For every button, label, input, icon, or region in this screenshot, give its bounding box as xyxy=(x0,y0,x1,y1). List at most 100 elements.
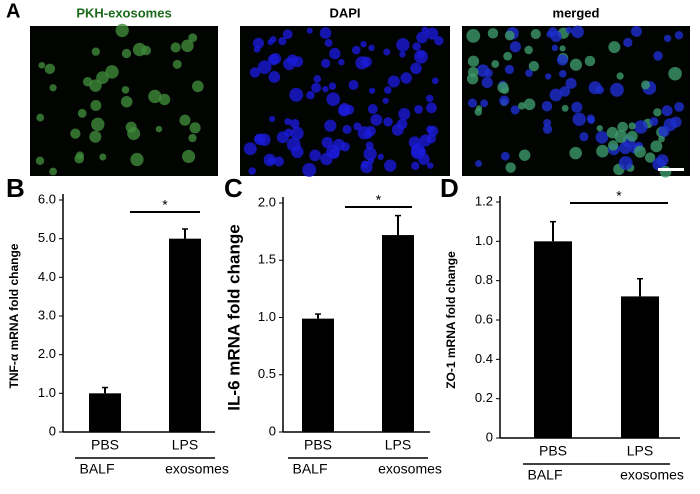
cell xyxy=(484,68,493,78)
cell xyxy=(76,151,84,160)
cell xyxy=(36,113,45,122)
cell xyxy=(257,60,272,74)
cell xyxy=(290,118,300,129)
bar xyxy=(382,235,414,432)
cell xyxy=(269,36,277,43)
cell xyxy=(105,65,119,79)
cell xyxy=(254,134,263,144)
cell xyxy=(631,25,642,37)
cell xyxy=(634,120,648,134)
y-axis-label: IL-6 mRNA fold change xyxy=(224,224,243,410)
cell xyxy=(509,41,521,53)
cell xyxy=(584,55,596,67)
cell xyxy=(368,44,375,52)
group-label: BALF xyxy=(79,461,114,477)
cell xyxy=(324,119,337,132)
cell xyxy=(370,113,383,126)
cell xyxy=(619,141,632,155)
cell xyxy=(551,44,559,52)
cell xyxy=(49,84,57,92)
y-tick-label: 4.0 xyxy=(38,269,56,284)
cell xyxy=(481,76,493,89)
cell xyxy=(545,73,552,80)
y-tick-label: 5.0 xyxy=(38,230,56,245)
cell xyxy=(623,37,633,48)
x-tick-label: LPS xyxy=(385,437,411,453)
y-tick-label: 1.0 xyxy=(475,233,493,248)
cell xyxy=(579,132,589,142)
cell xyxy=(596,125,603,132)
cell xyxy=(268,71,281,83)
cell xyxy=(607,140,619,151)
cell xyxy=(263,153,276,167)
cell xyxy=(466,29,481,43)
y-tick-label: 1.2 xyxy=(475,193,493,208)
cell xyxy=(38,61,46,69)
significance-mark: * xyxy=(376,192,382,208)
cell xyxy=(656,154,669,167)
cell xyxy=(653,51,663,61)
cell xyxy=(503,51,512,61)
cell xyxy=(188,33,198,43)
cell xyxy=(377,153,384,160)
y-tick-label: 0.8 xyxy=(475,272,493,287)
cell xyxy=(387,75,400,88)
cell xyxy=(399,51,406,58)
cell xyxy=(342,124,352,135)
y-tick-label: 2.0 xyxy=(38,346,56,361)
bar xyxy=(169,238,201,432)
cell xyxy=(661,105,673,117)
y-tick-label: 0 xyxy=(49,423,56,438)
cell xyxy=(273,156,284,167)
cell xyxy=(324,39,333,47)
cell xyxy=(606,126,619,139)
cell xyxy=(546,30,554,38)
y-tick-label: 1.0 xyxy=(258,309,276,324)
cell xyxy=(618,156,633,170)
panel-label: A xyxy=(6,0,20,22)
cell xyxy=(276,131,289,144)
x-tick-label: LPS xyxy=(172,437,198,453)
cell xyxy=(365,141,374,150)
cell xyxy=(497,81,509,94)
cell xyxy=(550,30,562,43)
y-tick-label: 0.6 xyxy=(475,311,493,326)
cell xyxy=(416,50,425,59)
cell xyxy=(361,56,372,68)
cell xyxy=(120,95,133,108)
panel-label: C xyxy=(224,173,243,203)
cell xyxy=(467,98,477,108)
group-label: BALF xyxy=(292,461,327,477)
cell xyxy=(396,38,410,52)
cell xyxy=(243,142,257,156)
significance-mark: * xyxy=(616,188,622,204)
cell xyxy=(130,152,144,167)
group-label: BALF xyxy=(527,467,562,483)
cell xyxy=(528,60,540,72)
cell xyxy=(321,58,331,68)
cell xyxy=(313,75,322,83)
cell xyxy=(558,70,567,78)
cell xyxy=(179,114,191,126)
cell xyxy=(559,86,571,97)
cell xyxy=(249,67,261,78)
cell xyxy=(674,101,685,112)
cell xyxy=(155,125,163,133)
cell xyxy=(278,36,287,46)
y-tick-label: 0 xyxy=(269,423,276,438)
y-tick-label: 1.0 xyxy=(38,385,56,400)
cell xyxy=(292,56,304,68)
group-label: exosomes xyxy=(165,461,229,477)
cell xyxy=(628,122,636,130)
cell xyxy=(414,104,423,114)
cell xyxy=(338,58,345,66)
cell xyxy=(321,136,333,149)
cell xyxy=(306,91,315,100)
cell xyxy=(427,125,439,137)
cell xyxy=(426,27,439,40)
cell xyxy=(475,160,482,167)
y-tick-label: 0 xyxy=(486,429,493,444)
y-tick-label: 1.5 xyxy=(258,252,276,267)
image-title: merged xyxy=(553,5,600,20)
cell xyxy=(90,100,102,111)
